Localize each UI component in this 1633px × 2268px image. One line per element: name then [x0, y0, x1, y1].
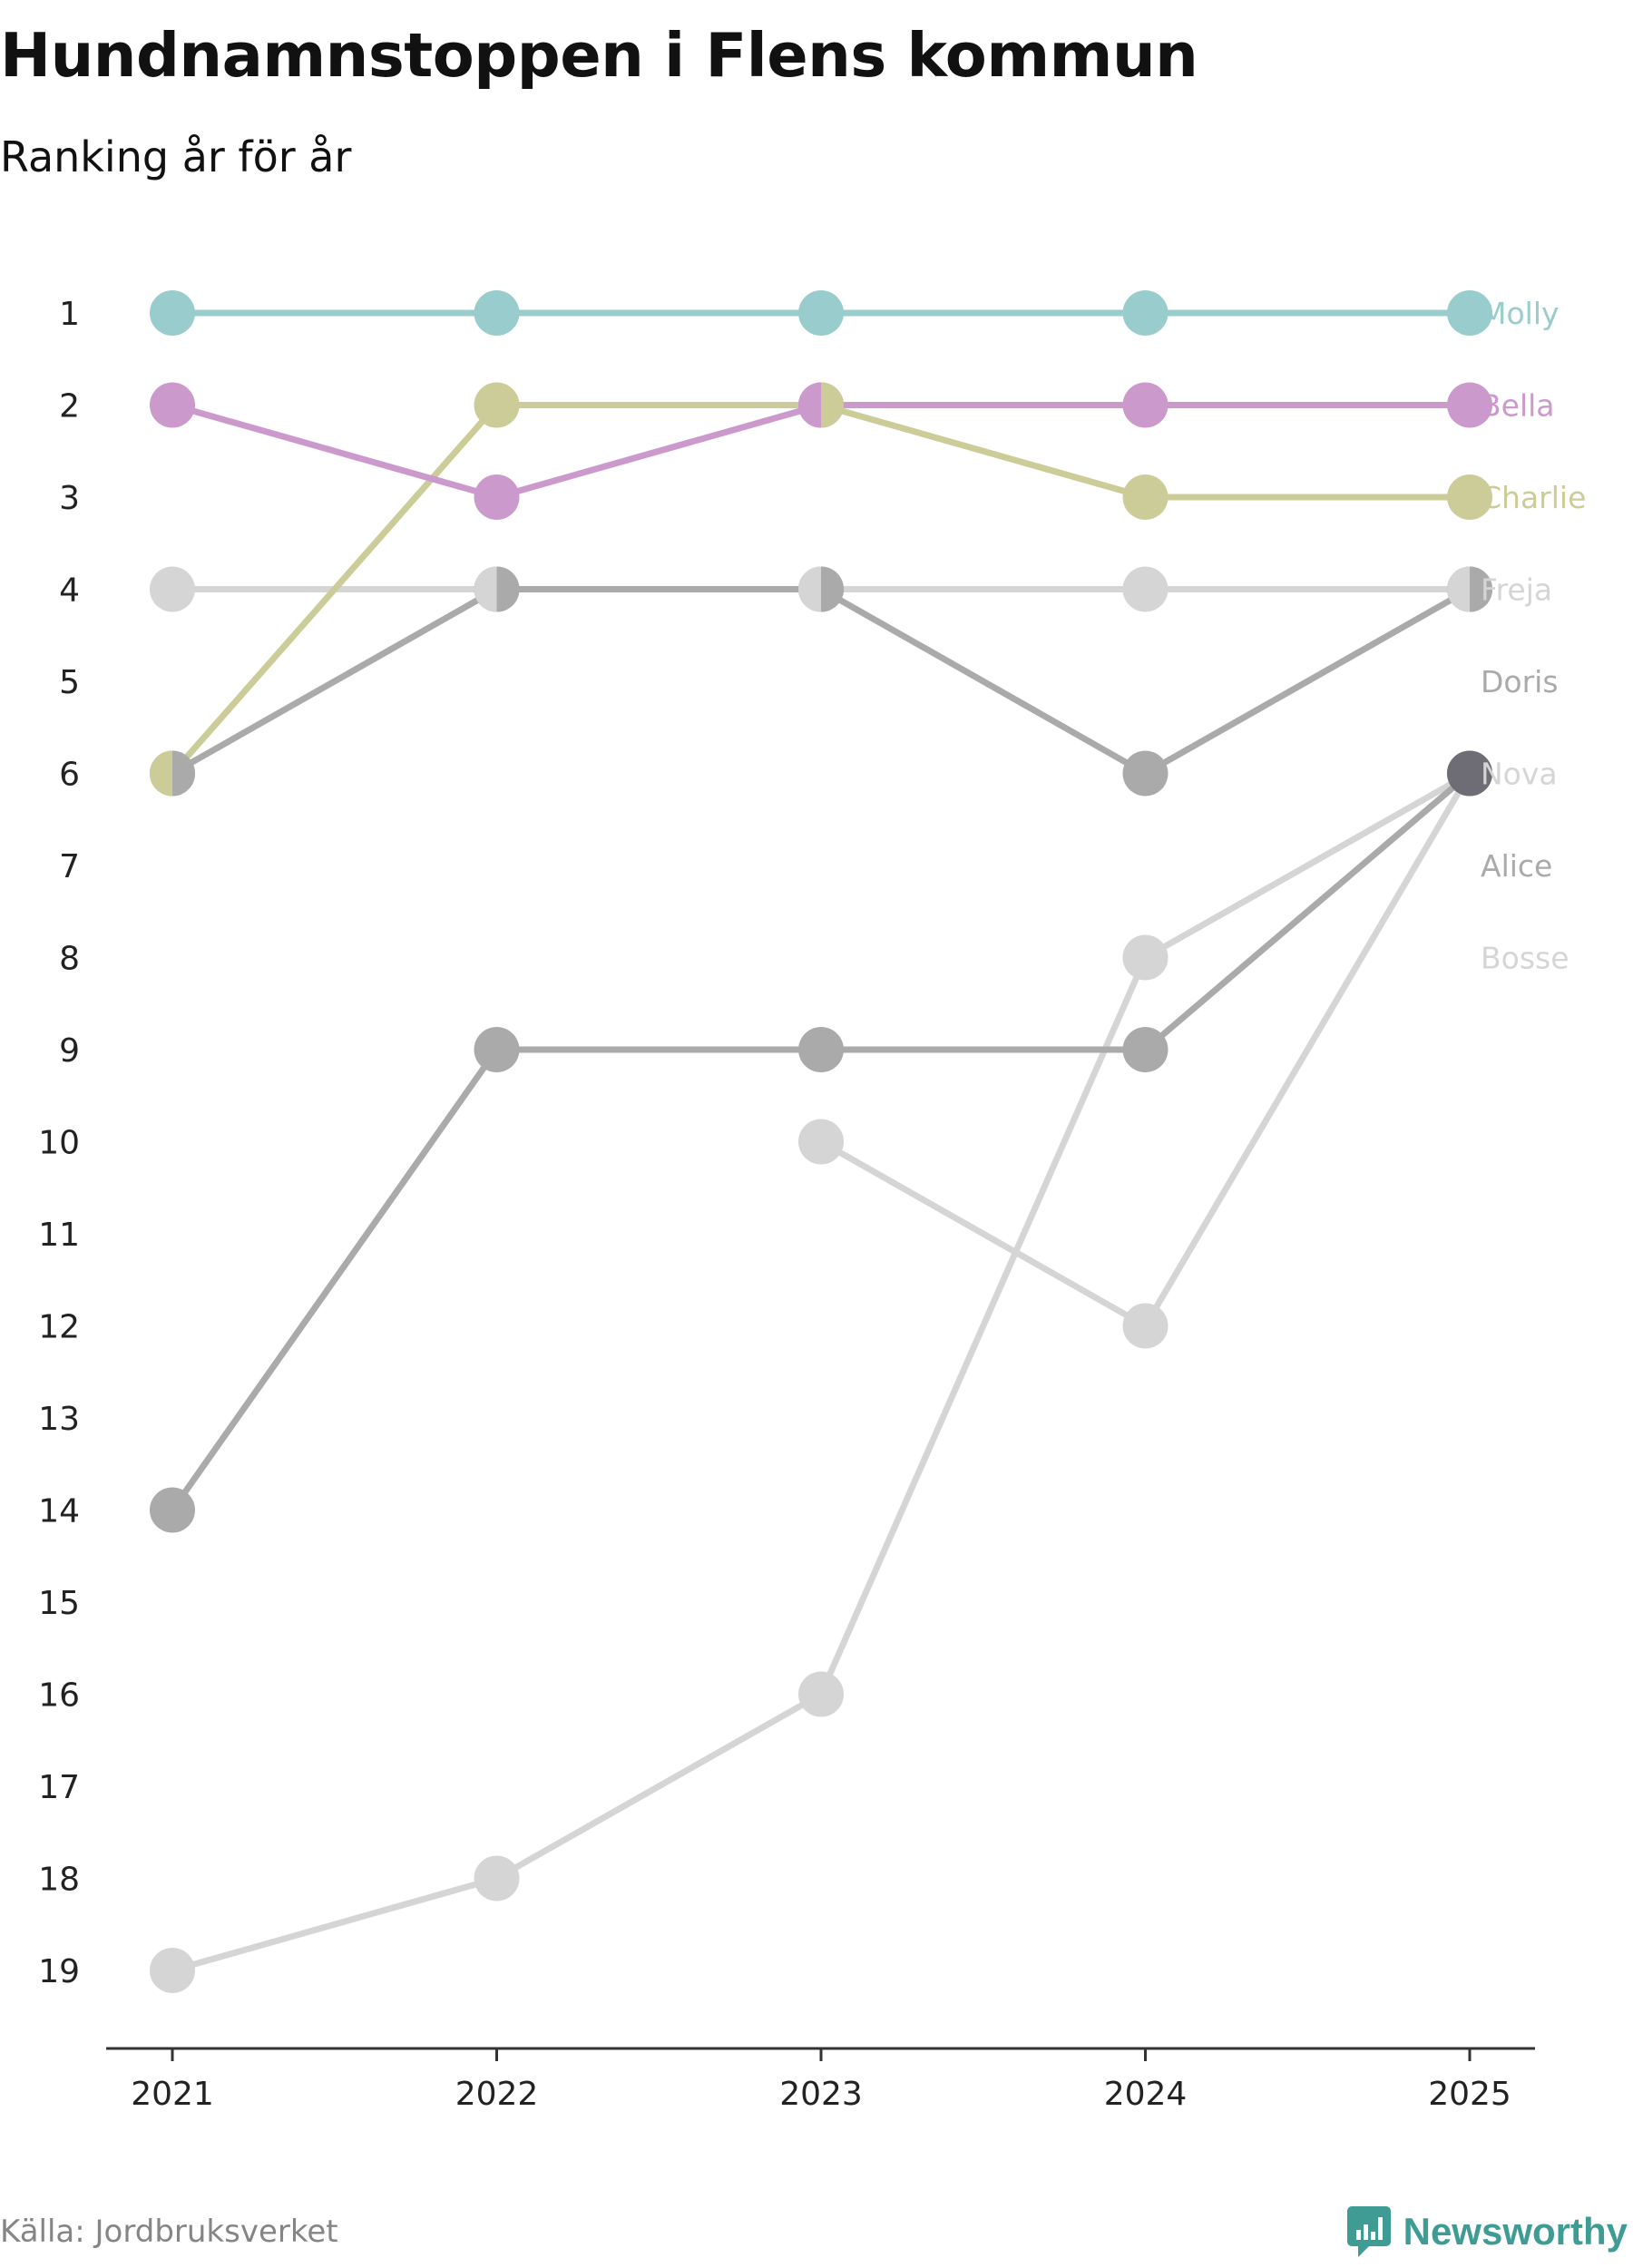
series-label-molly: Molly — [1481, 296, 1560, 331]
point-alice-2023 — [798, 1027, 844, 1072]
half-point-doris-2021 — [172, 750, 196, 797]
newsworthy-logo-icon — [1346, 2206, 1391, 2257]
y-tick-label-4: 4 — [59, 572, 80, 610]
series-label-bella: Bella — [1481, 388, 1555, 424]
chart-title: Hundnamnstoppen i Flens kommun — [0, 20, 1198, 91]
source-note: Källa: Jordbruksverket — [0, 2214, 338, 2250]
x-tick-label-2025: 2025 — [1428, 2076, 1511, 2113]
series-label-bosse: Bosse — [1481, 941, 1569, 976]
y-tick-label-16: 16 — [38, 1677, 80, 1715]
point-nova-2023 — [798, 1119, 844, 1165]
point-bella-2024 — [1122, 382, 1169, 428]
point-bella-2021 — [150, 382, 195, 428]
chart-subtitle: Ranking år för år — [0, 132, 352, 181]
point-nova-2024 — [1122, 1303, 1169, 1349]
y-tick-label-17: 17 — [38, 1769, 80, 1806]
y-tick-label-7: 7 — [59, 848, 80, 885]
series-label-alice: Alice — [1481, 848, 1552, 884]
point-freja-2021 — [150, 566, 195, 612]
y-tick-label-6: 6 — [59, 757, 80, 794]
half-point-doris-2022 — [496, 566, 520, 612]
x-tick-label-2023: 2023 — [779, 2076, 863, 2113]
series-label-nova: Nova — [1481, 757, 1558, 792]
point-bella-2025 — [1447, 382, 1492, 428]
point-molly-2022 — [474, 290, 520, 336]
point-alice-2022 — [474, 1027, 520, 1072]
half-point-freja-2022 — [474, 566, 497, 612]
x-tick-label-2021: 2021 — [131, 2076, 214, 2113]
x-tick-label-2022: 2022 — [455, 2076, 539, 2113]
half-point-doris-2025 — [1470, 566, 1492, 612]
newsworthy-logo: Newsworthy — [1345, 2204, 1628, 2259]
line-doris — [169, 586, 1473, 777]
point-bosse-2021 — [150, 1948, 195, 1993]
y-tick-label-1: 1 — [59, 296, 80, 333]
point-alice-2021 — [150, 1487, 195, 1533]
x-axis: 2021 2022 2023 2024 2025 — [106, 2047, 1535, 2113]
series-label-charlie: Charlie — [1481, 480, 1586, 515]
half-point-doris-2023 — [821, 566, 844, 612]
point-highlight-2025 — [1447, 750, 1492, 797]
y-tick-label-9: 9 — [59, 1032, 80, 1070]
y-tick-label-14: 14 — [38, 1493, 80, 1530]
point-molly-2024 — [1122, 290, 1169, 336]
y-tick-label-2: 2 — [59, 388, 80, 425]
series-labels: Molly Bella Charlie Freja Doris Nova Alice Boss… — [1481, 296, 1586, 976]
y-tick-label-10: 10 — [38, 1125, 80, 1162]
series-label-freja: Freja — [1481, 572, 1552, 608]
point-charlie-2025 — [1447, 474, 1492, 520]
point-alice-2024 — [1122, 1027, 1169, 1072]
point-molly-2021 — [150, 290, 195, 336]
point-charlie-2022 — [474, 382, 520, 428]
y-tick-label-18: 18 — [38, 1862, 80, 1899]
point-bosse-2023 — [798, 1671, 844, 1717]
series-points — [150, 290, 1492, 1993]
y-tick-label-11: 11 — [38, 1217, 80, 1254]
point-molly-2025 — [1447, 290, 1492, 336]
y-tick-label-15: 15 — [38, 1585, 80, 1622]
half-point-charlie-2021 — [150, 750, 172, 797]
point-freja-2024 — [1122, 566, 1169, 612]
y-tick-label-5: 5 — [59, 664, 80, 701]
x-tick-label-2024: 2024 — [1104, 2076, 1188, 2113]
series-label-doris: Doris — [1481, 664, 1559, 699]
brand-name: Newsworthy — [1403, 2210, 1628, 2253]
y-tick-label-3: 3 — [59, 480, 80, 517]
half-point-bella-2023 — [798, 382, 821, 428]
point-bosse-2022 — [474, 1855, 520, 1901]
half-point-charlie-2023 — [821, 382, 844, 428]
point-doris-2024 — [1122, 750, 1169, 797]
y-tick-label-8: 8 — [59, 941, 80, 978]
y-tick-label-12: 12 — [38, 1309, 80, 1346]
y-tick-label-19: 19 — [38, 1953, 80, 1990]
half-point-freja-2023 — [798, 566, 821, 612]
point-bella-2022 — [474, 474, 520, 520]
point-charlie-2024 — [1122, 474, 1169, 520]
y-tick-label-13: 13 — [38, 1401, 80, 1438]
half-point-freja-2025 — [1446, 566, 1470, 612]
point-molly-2023 — [798, 290, 844, 336]
line-bosse — [169, 770, 1473, 1974]
point-bosse-2024 — [1122, 934, 1169, 981]
